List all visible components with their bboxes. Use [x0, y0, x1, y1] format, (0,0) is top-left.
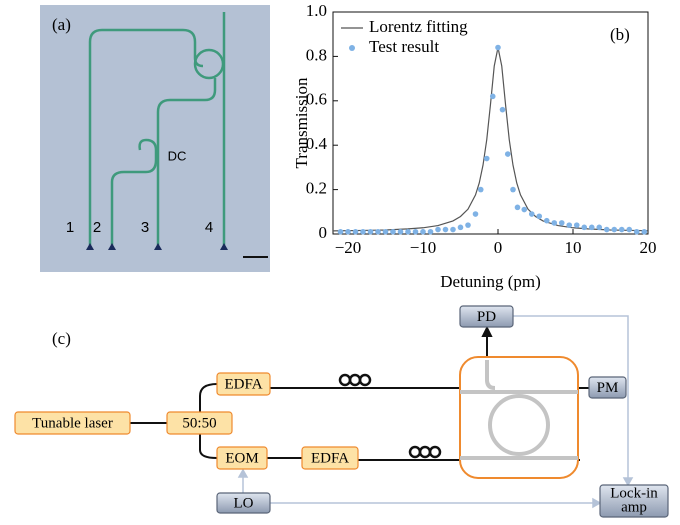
data-point	[641, 228, 648, 235]
data-point	[427, 228, 434, 235]
data-point	[543, 217, 550, 224]
chip-waveguides	[460, 360, 578, 460]
y-tick-label: 0	[319, 223, 328, 242]
data-point	[472, 211, 479, 217]
data-point	[510, 186, 516, 193]
x-axis-label: Detuning (pm)	[440, 272, 541, 291]
x-tick-label: 0	[494, 238, 503, 257]
data-point	[489, 93, 496, 100]
data-point	[626, 226, 633, 233]
plot-frame	[332, 11, 649, 235]
y-axis-label: Transmission	[292, 77, 311, 169]
panel-label: (b)	[610, 25, 630, 44]
node-box	[166, 411, 233, 435]
data-point	[390, 228, 396, 235]
legend-label: Test result	[369, 37, 439, 56]
data-point	[603, 226, 610, 233]
x-tick-label: −10	[410, 238, 437, 257]
data-point	[367, 228, 374, 235]
port-label: 3	[141, 219, 149, 236]
panel-label: (a)	[52, 15, 71, 34]
node-box	[301, 446, 359, 470]
node-label: LO	[234, 495, 254, 511]
waveguides	[88, 12, 226, 245]
node-label: EDFA	[311, 450, 349, 466]
y-tick-label: 0.6	[306, 90, 327, 109]
data-point	[611, 226, 618, 233]
panel-b: −20 −10 0 10 20 0 0.2 0.4 0.6 0.8 1.0 Detuning (pm)…	[292, 1, 657, 291]
node-label: PM	[597, 380, 619, 396]
legend-label: Lorentz fitting	[369, 17, 468, 36]
node-box	[216, 446, 268, 470]
data-point	[581, 224, 588, 231]
y-tick-label: 0.4	[306, 134, 328, 153]
data-point	[504, 151, 511, 157]
node-label: Tunable laser	[32, 415, 113, 431]
node-box	[14, 411, 131, 435]
x-tick-label: −20	[335, 238, 362, 257]
y-tick-label: 0.8	[306, 45, 327, 64]
data-point	[352, 228, 359, 235]
data-point	[375, 228, 381, 235]
node-label: EDFA	[224, 376, 262, 392]
data-point	[477, 186, 484, 193]
data-point	[420, 228, 426, 235]
node-label: PD	[477, 309, 496, 325]
x-tick-label: 10	[565, 238, 582, 257]
node-label: 50:50	[182, 415, 216, 431]
data-point	[499, 106, 506, 113]
data-point	[465, 222, 471, 228]
data-point	[521, 206, 528, 213]
data-point	[596, 224, 603, 231]
port-label: 4	[205, 219, 213, 236]
panel-a: (a) 1 2 3 4 DC	[40, 5, 270, 272]
node-box	[216, 492, 271, 514]
data-point	[514, 204, 521, 211]
data-point	[435, 226, 441, 233]
dc-label: DC	[168, 148, 187, 163]
data-point	[633, 228, 640, 235]
y-tick-label: 1.0	[306, 1, 327, 20]
node-label: amp	[621, 499, 647, 515]
data-point	[412, 228, 419, 235]
data-point	[495, 44, 501, 51]
port-label: 2	[93, 219, 101, 236]
data-point	[566, 222, 573, 228]
data-point	[397, 228, 404, 235]
node-box	[459, 305, 514, 328]
electrical-links	[237, 315, 634, 509]
data-point	[588, 224, 595, 231]
port-markers	[86, 243, 228, 250]
data-point	[405, 228, 411, 235]
node-box	[216, 372, 271, 396]
y-tick-label: 0.2	[306, 179, 327, 198]
data-point	[360, 228, 366, 235]
node-box	[588, 376, 627, 399]
port-label: 1	[66, 219, 74, 236]
x-tick-label: 20	[640, 238, 657, 257]
data-point	[558, 220, 565, 226]
node-box	[599, 484, 669, 518]
data-point	[483, 155, 490, 162]
data-point	[442, 226, 449, 233]
data-point	[618, 226, 625, 233]
data-point	[450, 226, 456, 233]
legend-swatch	[349, 45, 355, 51]
data-point	[337, 228, 344, 235]
data-point	[457, 224, 464, 231]
node-label: Lock-in	[610, 485, 658, 501]
panel-c: (c) Tunable lase	[14, 305, 669, 518]
data-point	[551, 220, 558, 226]
data-point	[573, 222, 580, 228]
panel-label: (c)	[52, 329, 71, 348]
node-label: EOM	[225, 450, 258, 466]
fit-line	[332, 47, 649, 232]
data-point	[382, 228, 389, 235]
data-point	[345, 228, 351, 235]
data-point	[528, 211, 535, 217]
photo	[40, 5, 270, 272]
data-point	[536, 213, 543, 220]
